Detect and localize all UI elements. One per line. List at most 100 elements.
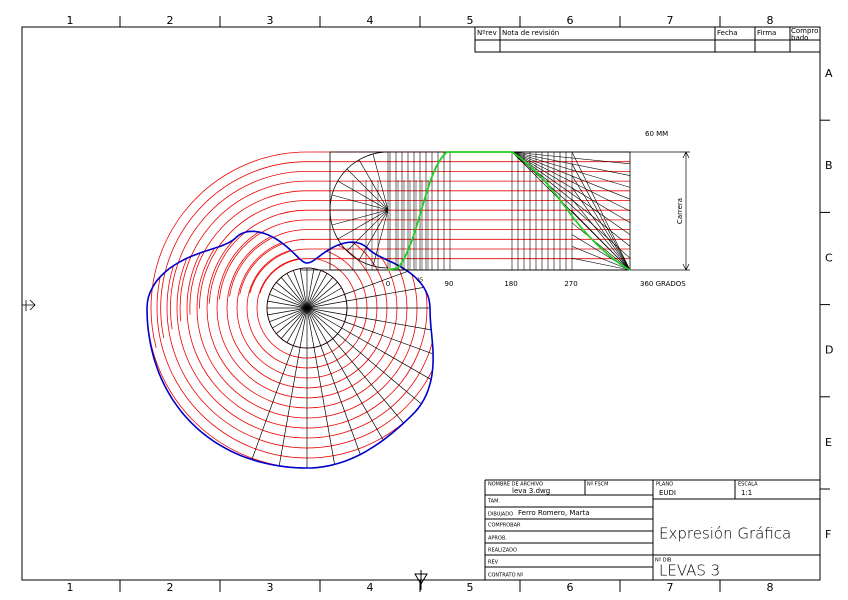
- row-label: E: [825, 436, 832, 449]
- radial-line: [281, 277, 308, 309]
- column-label: 1: [67, 14, 74, 27]
- follower-ray: [346, 209, 389, 252]
- radial-line: [306, 270, 408, 309]
- fall-ray: [571, 163, 631, 271]
- radial-line: [306, 307, 384, 441]
- fall-ray: [571, 151, 631, 271]
- radial-line: [306, 307, 361, 455]
- construction-arc: [239, 238, 630, 295]
- construction-arc: [199, 200, 630, 309]
- cam-profile: [146, 230, 434, 469]
- column-label: 3: [267, 14, 274, 27]
- fall-ray: [571, 246, 631, 271]
- column-label: 8: [767, 581, 774, 594]
- follower-ray: [337, 209, 389, 240]
- column-label: 4: [367, 581, 374, 594]
- radial-line: [306, 268, 315, 309]
- angle-label: 45: [417, 278, 423, 284]
- radial-line: [272, 307, 308, 329]
- tb-label: ESCALA: [738, 482, 758, 488]
- tb-label: DIBUJADO: [488, 512, 513, 518]
- fall-ray: [511, 151, 631, 259]
- tb-value: leva 3.dwg: [512, 487, 550, 495]
- column-label: 5: [467, 14, 474, 27]
- follower-ray: [358, 209, 389, 261]
- tb-value: Ferro Romero, Marta: [518, 509, 590, 517]
- angle-label: 180: [504, 280, 517, 288]
- radial-line: [276, 282, 308, 309]
- row-label: C: [825, 251, 833, 264]
- radial-line: [251, 307, 308, 460]
- column-label: 1: [67, 581, 74, 594]
- rev-header: Nota de revisión: [502, 29, 559, 37]
- tb-label: Nº FSCM: [587, 482, 608, 488]
- radial-line: [292, 270, 308, 309]
- tb-label: REV: [488, 560, 499, 566]
- tb-label: APROB.: [488, 536, 507, 542]
- stroke-label: 60 MM: [645, 130, 668, 138]
- tb-label: PLANO: [656, 482, 673, 488]
- radial-line: [306, 307, 404, 424]
- rev-header: Nºrev: [477, 29, 497, 37]
- radial-line: [306, 307, 335, 465]
- construction-arc: [208, 209, 630, 304]
- column-label: 7: [667, 581, 674, 594]
- construction-arc: [229, 229, 630, 297]
- construction-arc: [259, 258, 630, 294]
- radial-line: [272, 287, 308, 309]
- tb-subject: Expresión Gráfica: [659, 525, 791, 543]
- tb-label: TAM.: [487, 499, 500, 505]
- radial-line: [306, 287, 424, 309]
- frame: [21, 16, 830, 592]
- column-label: 8: [767, 14, 774, 27]
- follower-ray: [346, 168, 389, 211]
- radial-line: [286, 307, 308, 343]
- construction-arc: [189, 190, 630, 315]
- follower-ray: [358, 159, 389, 211]
- rev-header: Fecha: [717, 29, 738, 37]
- follower-ray: [331, 194, 389, 211]
- column-label: 4: [367, 14, 374, 27]
- radial-line: [306, 282, 338, 309]
- radial-line: [281, 307, 308, 339]
- radial-line: [269, 293, 308, 309]
- fall-ray: [511, 151, 631, 176]
- angle-label: 270: [564, 280, 577, 288]
- fall-ray: [511, 151, 631, 165]
- radial-line: [267, 307, 308, 316]
- angle-label: 360 GRADOS: [640, 280, 686, 288]
- tb-value: 1:1: [741, 489, 752, 497]
- radial-line: [306, 307, 432, 380]
- tb-value: EUDI: [659, 489, 676, 497]
- rev-header-box: Compro bado: [791, 28, 818, 42]
- radial-line: [306, 307, 432, 331]
- fall-ray: [511, 151, 631, 235]
- fall-ray: [571, 175, 631, 271]
- tb-label: COMPROBAR: [488, 523, 521, 529]
- column-label: 5: [467, 581, 474, 594]
- radial-line: [278, 307, 308, 466]
- radial-line: [306, 277, 333, 309]
- fall-ray: [511, 151, 631, 188]
- rev-header: Firma: [757, 29, 776, 37]
- construction-arc: [160, 161, 630, 339]
- tb-label: Nº DIB: [655, 558, 672, 564]
- radial-line: [299, 268, 308, 309]
- follower-ray: [331, 209, 389, 226]
- displacement-curve: [387, 151, 631, 271]
- row-label: F: [825, 528, 831, 541]
- fall-ray: [571, 222, 631, 271]
- column-label: 6: [567, 581, 574, 594]
- radial-line: [306, 307, 422, 405]
- radial-line: [267, 300, 308, 309]
- construction-arc: [170, 171, 630, 330]
- radial-line: [306, 273, 328, 309]
- row-label: D: [825, 344, 833, 357]
- fall-ray: [511, 151, 631, 200]
- follower-ray: [337, 180, 389, 211]
- fall-ray: [571, 257, 631, 271]
- angle-label: 90: [445, 280, 454, 288]
- tb-label: REALIZADO: [488, 548, 517, 554]
